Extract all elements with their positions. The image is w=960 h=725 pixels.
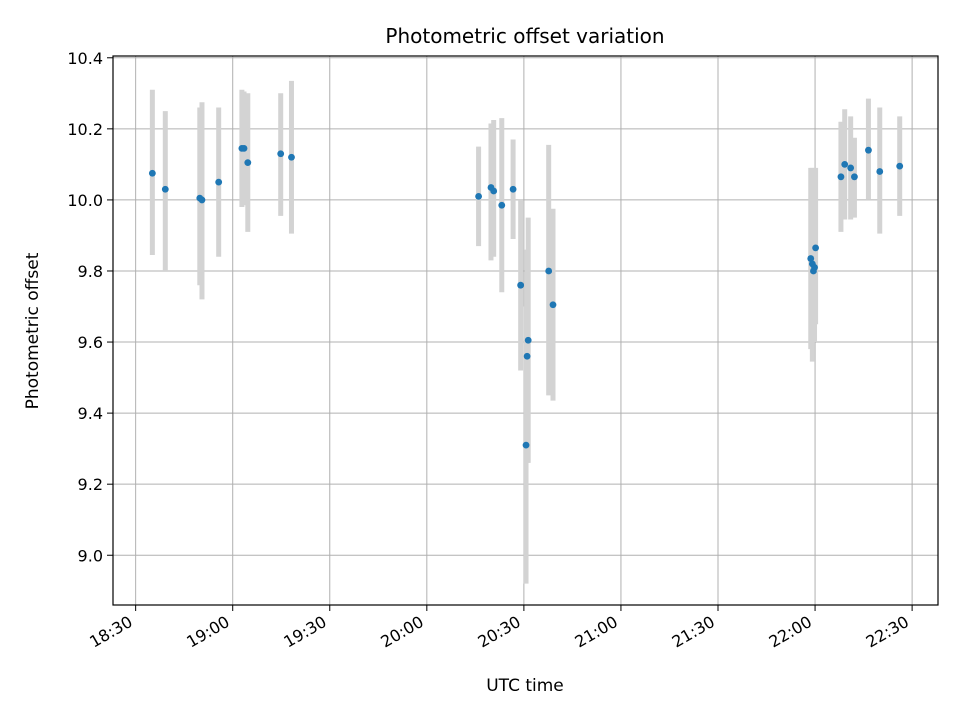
data-point <box>524 336 532 344</box>
x-axis-ticks: 18:30 19:00 19:30 20:00 20:30 21:00 21:30 22:00… <box>86 605 913 652</box>
y-tick-label: 9.2 <box>78 475 103 494</box>
y-tick-label: 10.0 <box>67 191 103 210</box>
data-point <box>215 178 223 186</box>
data-point <box>509 185 517 193</box>
data-point <box>523 352 531 360</box>
y-tick-label: 9.0 <box>78 546 103 565</box>
chart-title: Photometric offset variation <box>385 24 664 48</box>
data-point <box>876 168 884 175</box>
y-tick-label: 9.6 <box>78 333 103 352</box>
y-tick-label: 9.8 <box>78 262 103 281</box>
y-tick-label: 9.4 <box>78 404 103 423</box>
data-point <box>475 192 482 200</box>
y-axis-ticks: 9.0 9.2 9.4 9.6 9.8 10.0 10.2 10.4 <box>67 49 113 565</box>
x-tick-label: 20:00 <box>377 612 426 652</box>
data-point <box>498 201 506 209</box>
data-point <box>841 160 849 168</box>
data-point <box>517 281 525 289</box>
data-point <box>244 159 252 167</box>
x-tick-label: 22:00 <box>766 612 815 652</box>
x-tick-label: 20:30 <box>474 612 523 652</box>
data-point <box>545 267 553 275</box>
y-tick-label: 10.4 <box>67 49 103 68</box>
plot-frame <box>112 55 939 606</box>
data-point <box>522 441 530 449</box>
data-point <box>847 164 855 172</box>
y-axis-label: Photometric offset <box>23 252 43 409</box>
data-point <box>851 173 858 181</box>
y-tick-label: 10.2 <box>67 120 103 139</box>
data-point <box>811 264 818 271</box>
data-point <box>288 153 295 161</box>
data-point <box>161 185 169 193</box>
x-tick-label: 21:30 <box>669 612 718 652</box>
x-tick-label: 21:00 <box>572 612 621 652</box>
data-point <box>198 196 206 204</box>
data-point <box>148 169 156 177</box>
data-point <box>277 150 285 158</box>
data-points <box>148 144 904 449</box>
data-point <box>865 146 872 154</box>
data-point <box>837 173 845 181</box>
x-tick-label: 18:30 <box>86 612 135 652</box>
data-point <box>549 301 557 309</box>
x-tick-label: 22:30 <box>863 612 912 652</box>
data-point <box>490 187 498 195</box>
data-point <box>812 244 819 252</box>
x-tick-label: 19:30 <box>280 612 329 652</box>
x-tick-label: 19:00 <box>183 612 232 652</box>
data-point <box>807 255 815 262</box>
data-point <box>240 144 248 152</box>
data-point <box>896 162 904 170</box>
x-axis-label: UTC time <box>486 676 564 696</box>
error-bars <box>149 80 903 584</box>
